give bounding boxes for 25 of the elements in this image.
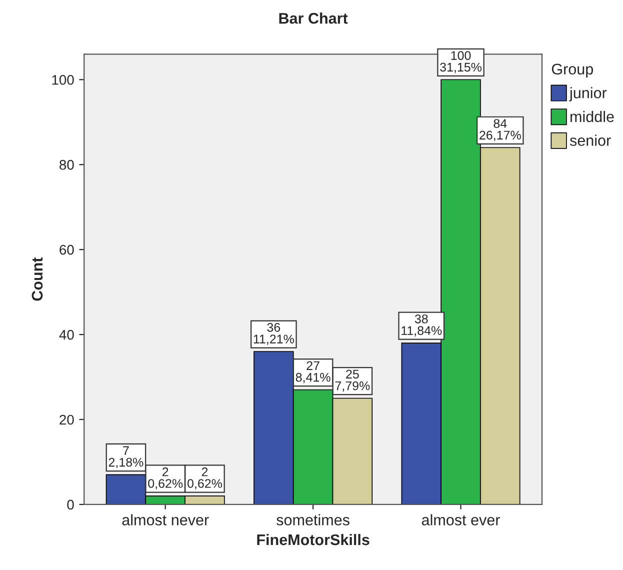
- x-tick-label: sometimes: [276, 514, 350, 526]
- y-tick-label: 100: [52, 74, 74, 85]
- legend-title: Group: [552, 64, 593, 78]
- x-axis-title: FineMotorSkills: [257, 534, 370, 546]
- x-tick-label: almost never: [122, 514, 209, 526]
- data-label: 38 11,84%: [402, 314, 442, 336]
- y-tick-label: 60: [60, 244, 74, 255]
- chart-title: Bar Chart: [279, 12, 348, 24]
- legend-label: senior: [570, 134, 611, 146]
- legend-label: middle: [570, 110, 614, 122]
- data-label: 25 7,79%: [335, 370, 370, 392]
- y-tick-label: 80: [60, 160, 74, 170]
- data-label: 27 8,41%: [296, 361, 330, 384]
- data-label: 84 26,17%: [480, 119, 521, 142]
- y-axis-title: Count: [32, 257, 43, 301]
- y-tick-label: 0: [67, 500, 74, 510]
- data-label: 2 0,62%: [148, 467, 183, 490]
- data-label: 36 11,21%: [254, 322, 294, 345]
- data-label: 7 2,18%: [108, 446, 144, 468]
- x-tick-label: almost ever: [422, 514, 500, 526]
- data-label: 100 31,15%: [440, 51, 482, 74]
- y-tick-label: 40: [59, 330, 74, 340]
- legend-label: junior: [569, 87, 607, 102]
- data-label: 2 0,62%: [188, 467, 222, 490]
- y-tick-label: 20: [60, 414, 74, 425]
